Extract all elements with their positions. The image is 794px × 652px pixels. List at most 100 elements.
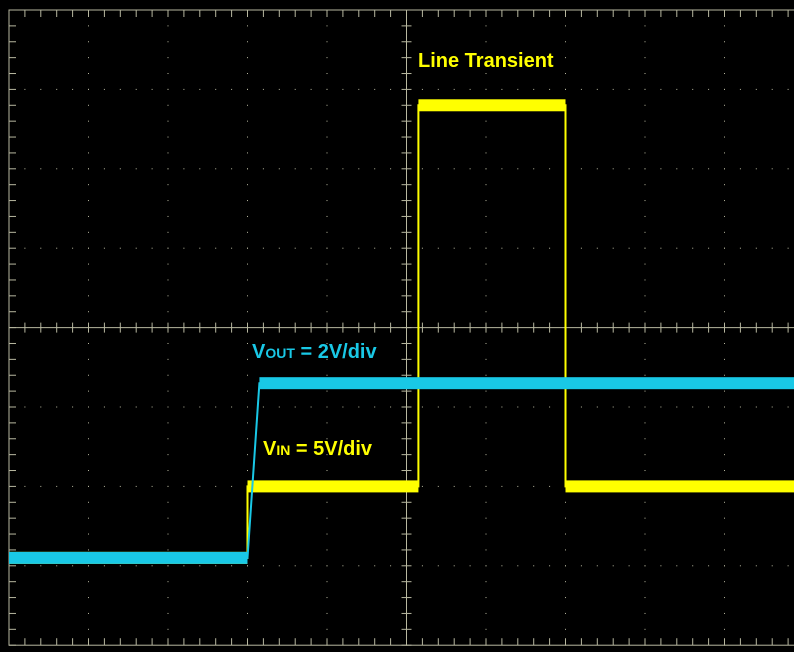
grid-dot xyxy=(168,438,169,439)
grid-dot xyxy=(247,168,248,169)
grid-dot xyxy=(136,89,137,90)
grid-dot xyxy=(533,407,534,408)
vin-label-main: V xyxy=(263,438,277,460)
grid-dot xyxy=(247,89,248,90)
grid-dot xyxy=(358,168,359,169)
grid-dot xyxy=(311,89,312,90)
grid-dot xyxy=(549,168,550,169)
grid-dot xyxy=(24,168,25,169)
grid-dot xyxy=(756,248,757,249)
grid-dot xyxy=(104,486,105,487)
grid-dot xyxy=(88,549,89,550)
grid-dot xyxy=(168,581,169,582)
grid-dot xyxy=(231,486,232,487)
grid-dot xyxy=(327,549,328,550)
grid-dot xyxy=(422,407,423,408)
grid-dot xyxy=(183,407,184,408)
grid-dot xyxy=(724,25,725,26)
grid-dot xyxy=(104,168,105,169)
grid-dot xyxy=(88,486,89,487)
grid-dot xyxy=(390,89,391,90)
grid-dot xyxy=(152,565,153,566)
grid-dot xyxy=(24,407,25,408)
grid-dot xyxy=(247,279,248,280)
grid-dot xyxy=(24,565,25,566)
grid-dot xyxy=(645,105,646,106)
grid-dot xyxy=(724,470,725,471)
grid-dot xyxy=(645,73,646,74)
grid-dot xyxy=(724,518,725,519)
grid-dot xyxy=(327,152,328,153)
grid-dot xyxy=(629,407,630,408)
grid-dot xyxy=(88,232,89,233)
grid-dot xyxy=(120,168,121,169)
grid-dot xyxy=(724,168,725,169)
grid-dot xyxy=(88,454,89,455)
grid-dot xyxy=(486,200,487,201)
grid-dot xyxy=(247,565,248,566)
grid-dot xyxy=(374,168,375,169)
grid-dot xyxy=(549,248,550,249)
grid-dot xyxy=(168,486,169,487)
grid-dot xyxy=(136,486,137,487)
grid-dot xyxy=(327,184,328,185)
grid-dot xyxy=(645,597,646,598)
grid-dot xyxy=(740,89,741,90)
chart-title: Line Transient xyxy=(418,50,554,72)
grid-dot xyxy=(645,121,646,122)
grid-dot xyxy=(199,248,200,249)
grid-dot xyxy=(645,613,646,614)
grid-dot xyxy=(263,565,264,566)
grid-dot xyxy=(168,41,169,42)
grid-dot xyxy=(645,41,646,42)
grid-dot xyxy=(645,264,646,265)
grid-dot xyxy=(692,248,693,249)
grid-dot xyxy=(183,89,184,90)
grid-dot xyxy=(708,168,709,169)
grid-dot xyxy=(88,438,89,439)
grid-dot xyxy=(168,311,169,312)
grid-dot xyxy=(168,57,169,58)
grid-dot xyxy=(597,407,598,408)
grid-dot xyxy=(327,137,328,138)
grid-dot xyxy=(486,581,487,582)
grid-dot xyxy=(168,534,169,535)
grid-dot xyxy=(486,73,487,74)
grid-dot xyxy=(247,121,248,122)
grid-dot xyxy=(215,486,216,487)
grid-dot xyxy=(501,168,502,169)
grid-dot xyxy=(645,200,646,201)
grid-dot xyxy=(645,549,646,550)
grid-dot xyxy=(533,565,534,566)
grid-dot xyxy=(645,502,646,503)
grid-dot xyxy=(88,89,89,90)
grid-dot xyxy=(645,391,646,392)
grid-dot xyxy=(168,629,169,630)
grid-dot xyxy=(247,629,248,630)
grid-dot xyxy=(295,248,296,249)
grid-dot xyxy=(104,407,105,408)
grid-dot xyxy=(470,248,471,249)
grid-dot xyxy=(692,565,693,566)
grid-dot xyxy=(708,407,709,408)
grid-dot xyxy=(358,89,359,90)
grid-dot xyxy=(660,248,661,249)
grid-dot xyxy=(152,248,153,249)
grid-dot xyxy=(295,565,296,566)
grid-dot xyxy=(72,486,73,487)
grid-dot xyxy=(327,470,328,471)
grid-dot xyxy=(565,518,566,519)
grid-dot xyxy=(724,375,725,376)
grid-dot xyxy=(56,168,57,169)
grid-dot xyxy=(645,438,646,439)
grid-dot xyxy=(486,438,487,439)
grid-dot xyxy=(374,248,375,249)
grid-dot xyxy=(88,359,89,360)
grid-dot xyxy=(168,137,169,138)
grid-dot xyxy=(724,502,725,503)
grid-dot xyxy=(168,264,169,265)
grid-dot xyxy=(247,57,248,58)
grid-dot xyxy=(247,295,248,296)
grid-dot xyxy=(740,168,741,169)
grid-dot xyxy=(740,248,741,249)
